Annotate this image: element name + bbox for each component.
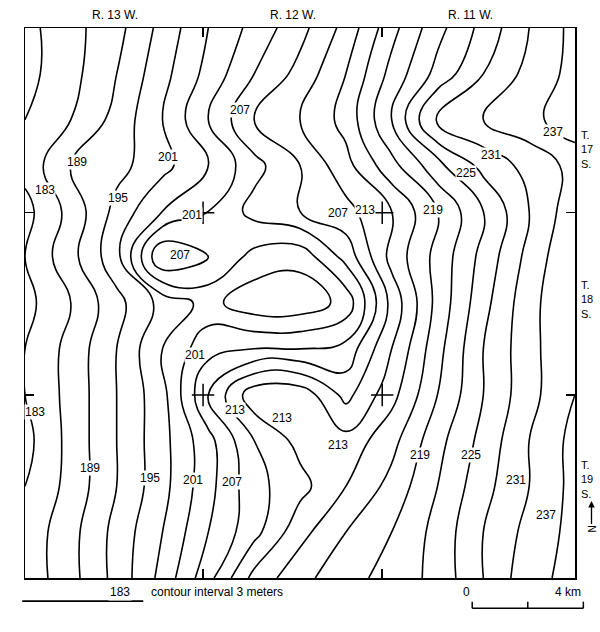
svg-text:R. 13 W.: R. 13 W. <box>92 8 138 22</box>
svg-text:T.19S.: T.19S. <box>581 459 593 500</box>
svg-text:189: 189 <box>67 155 87 169</box>
svg-text:R. 11 W.: R. 11 W. <box>448 8 493 22</box>
svg-text:201: 201 <box>158 150 178 164</box>
svg-text:T.17S.: T.17S. <box>581 129 593 170</box>
svg-text:207: 207 <box>230 103 250 117</box>
svg-text:195: 195 <box>140 471 160 485</box>
svg-text:207: 207 <box>222 475 242 489</box>
svg-text:N: N <box>587 525 598 532</box>
svg-text:183: 183 <box>110 585 130 599</box>
svg-text:207: 207 <box>170 248 190 262</box>
svg-text:225: 225 <box>461 448 481 462</box>
svg-text:0: 0 <box>463 585 470 599</box>
svg-text:213: 213 <box>355 203 375 217</box>
svg-text:207: 207 <box>328 206 348 220</box>
svg-text:219: 219 <box>423 203 443 217</box>
svg-text:189: 189 <box>80 461 100 475</box>
svg-text:237: 237 <box>543 125 563 139</box>
svg-text:195: 195 <box>108 191 128 205</box>
svg-text:231: 231 <box>481 148 501 162</box>
svg-text:213: 213 <box>272 411 292 425</box>
svg-text:183: 183 <box>35 183 55 197</box>
svg-text:4 km: 4 km <box>555 585 581 599</box>
svg-text:237: 237 <box>536 508 556 522</box>
svg-text:183: 183 <box>25 405 45 419</box>
svg-text:225: 225 <box>456 166 476 180</box>
svg-text:T.18S.: T.18S. <box>581 279 593 320</box>
svg-text:213: 213 <box>225 403 245 417</box>
svg-text:213: 213 <box>328 438 348 452</box>
svg-text:201: 201 <box>182 208 202 222</box>
svg-text:contour interval 3 meters: contour interval 3 meters <box>151 585 283 599</box>
svg-text:201: 201 <box>183 473 203 487</box>
svg-text:219: 219 <box>410 448 430 462</box>
svg-text:R. 12 W.: R. 12 W. <box>270 8 316 22</box>
svg-text:201: 201 <box>185 348 205 362</box>
svg-text:231: 231 <box>506 473 526 487</box>
